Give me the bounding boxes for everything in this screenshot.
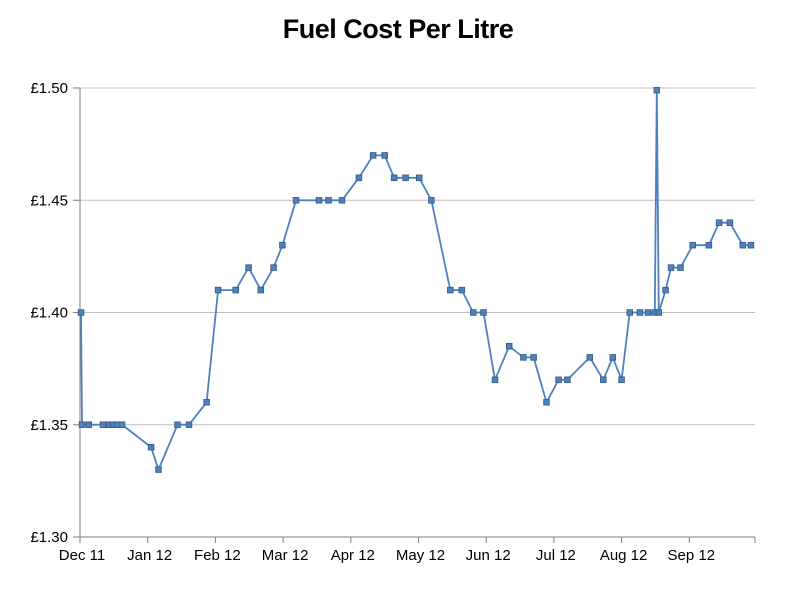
data-point-marker — [470, 309, 477, 316]
data-point-marker — [257, 286, 265, 294]
data-point-marker — [390, 174, 398, 182]
data-point-marker — [174, 421, 181, 428]
data-point-marker — [600, 376, 607, 384]
data-point-marker — [655, 309, 663, 316]
data-point-marker — [586, 354, 594, 361]
data-point-marker — [543, 399, 550, 406]
data-point-marker — [677, 264, 684, 271]
data-point-marker — [653, 86, 661, 94]
data-point-marker — [85, 421, 93, 428]
data-point-marker — [726, 219, 734, 226]
data-point-marker — [270, 264, 277, 271]
data-point-marker — [689, 241, 696, 249]
data-point-marker — [667, 264, 675, 271]
x-axis-tick-label: Sep 12 — [668, 547, 716, 564]
data-point-marker — [155, 466, 162, 473]
data-point-marker — [214, 286, 222, 294]
data-point-marker — [232, 286, 239, 294]
y-axis-tick-label: £1.50 — [30, 80, 68, 97]
data-point-marker — [185, 421, 193, 428]
data-point-marker — [245, 264, 252, 271]
data-point-marker — [369, 152, 377, 159]
data-point-marker — [480, 309, 487, 316]
data-point-marker — [381, 152, 388, 159]
data-point-marker — [644, 309, 652, 316]
data-point-marker — [505, 342, 513, 350]
data-point-marker — [458, 286, 466, 294]
data-point-marker — [491, 376, 499, 384]
data-point-marker — [428, 197, 435, 204]
data-point-marker — [564, 376, 571, 384]
data-series-line — [80, 89, 752, 471]
data-point-marker — [279, 241, 286, 249]
data-point-marker — [118, 421, 126, 428]
data-point-marker — [402, 174, 409, 182]
x-axis-tick-label: May 12 — [396, 547, 445, 564]
x-axis-tick-label: Jan 12 — [127, 547, 172, 564]
data-point-marker — [78, 421, 86, 428]
data-point-marker — [99, 421, 107, 428]
data-point-marker — [747, 241, 755, 249]
data-point-marker — [338, 197, 346, 204]
data-point-marker — [530, 354, 537, 361]
x-axis-tick-label: Mar 12 — [262, 547, 309, 564]
x-axis-tick-label: Jul 12 — [536, 547, 576, 564]
data-point-marker — [662, 286, 669, 294]
data-point-marker — [355, 174, 363, 182]
data-point-marker — [325, 197, 332, 204]
chart-title: Fuel Cost Per Litre — [282, 14, 514, 44]
data-point-marker — [203, 399, 210, 406]
data-point-marker — [705, 241, 713, 249]
data-point-marker — [555, 376, 562, 384]
x-axis-tick-label: Jun 12 — [466, 547, 511, 564]
data-point-marker — [315, 197, 323, 204]
data-point-marker — [520, 354, 527, 361]
data-point-marker — [447, 286, 454, 294]
y-axis-tick-label: £1.40 — [30, 305, 68, 322]
data-point-marker — [739, 241, 747, 249]
y-axis-tick-label: £1.45 — [30, 192, 68, 209]
y-axis-tick-label: £1.30 — [30, 529, 68, 546]
data-point-marker — [147, 443, 155, 451]
data-point-marker — [609, 354, 617, 361]
x-axis-tick-label: Apr 12 — [331, 547, 375, 564]
x-axis-tick-label: Feb 12 — [194, 547, 241, 564]
data-point-marker — [618, 376, 625, 384]
data-point-marker — [626, 309, 633, 316]
data-point-marker — [415, 174, 423, 182]
x-axis-tick-label: Aug 12 — [600, 547, 648, 564]
data-point-marker — [77, 309, 85, 316]
data-point-marker — [292, 197, 300, 204]
data-point-marker — [715, 219, 723, 226]
y-axis-tick-label: £1.35 — [30, 417, 68, 434]
data-point-marker — [636, 309, 644, 316]
x-axis-tick-label: Dec 11 — [59, 547, 105, 564]
